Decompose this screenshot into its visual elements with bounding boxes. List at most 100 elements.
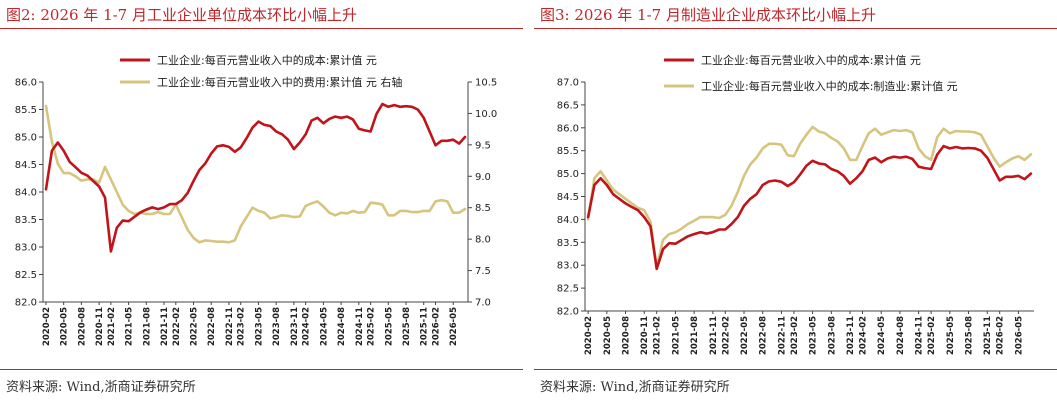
title-divider bbox=[534, 28, 1057, 29]
y-tick-label: 85.5 bbox=[15, 105, 37, 116]
y-tick-label-right: 7.5 bbox=[475, 266, 491, 277]
y-tick-label: 86.0 bbox=[15, 78, 37, 89]
x-tick-label: 2021-11 bbox=[709, 316, 719, 355]
x-tick-label: 2025-08 bbox=[402, 307, 412, 346]
chart-title: 图2: 2026 年 1-7 月工业企业单位成本环比小幅上升 bbox=[6, 6, 358, 24]
source-note: 资料来源: Wind,浙商证券研究所 bbox=[6, 380, 196, 395]
x-tick-label: 2025-11 bbox=[420, 307, 430, 346]
x-tick-label: 2023-02 bbox=[790, 316, 800, 355]
y-tick-label: 83.0 bbox=[15, 243, 37, 254]
x-tick-label: 2022-05 bbox=[740, 316, 750, 355]
legend-label: 工业企业:每百元营业收入中的成本:累计值 元 bbox=[701, 53, 921, 67]
y-tick-label: 82.5 bbox=[15, 270, 37, 281]
x-tick-label: 2020-02 bbox=[584, 316, 594, 355]
x-tick-label: 2026-02 bbox=[432, 307, 442, 346]
x-tick-label: 2025-05 bbox=[384, 307, 394, 346]
y-tick-label: 87.0 bbox=[557, 78, 579, 89]
source-divider bbox=[534, 369, 1057, 370]
x-tick-label: 2020-11 bbox=[640, 316, 650, 355]
x-tick-label: 2023-08 bbox=[272, 307, 282, 346]
title-divider bbox=[0, 28, 523, 29]
x-tick-label: 2021-05 bbox=[671, 316, 681, 355]
x-tick-label: 2022-11 bbox=[777, 316, 787, 355]
y-tick-label-right: 9.5 bbox=[475, 140, 491, 151]
x-tick-label: 2025-11 bbox=[983, 316, 993, 355]
x-tick-label: 2026-02 bbox=[996, 316, 1006, 355]
x-tick-label: 2022-08 bbox=[759, 316, 769, 355]
y-tick-label: 86.0 bbox=[557, 123, 579, 134]
line-chart-svg: 82.0 82.5 83.0 83.5 84.0 84.5 85.0 85.5 86.0 86.5… bbox=[557, 53, 1034, 355]
y-tick-label-right: 9.0 bbox=[475, 172, 491, 183]
y-tick-label-right: 7.0 bbox=[475, 298, 491, 309]
y-tick-label-right: 10.0 bbox=[475, 109, 497, 120]
y-tick-label: 85.0 bbox=[15, 133, 37, 144]
legend-label: 工业企业:每百元营业收入中的费用:累计值 元 右轴 bbox=[157, 75, 402, 89]
x-tick-label: 2020-11 bbox=[95, 307, 105, 346]
legend-label: 工业企业:每百元营业收入中的成本:累计值 元 bbox=[157, 53, 377, 67]
x-tick-label: 2024-05 bbox=[319, 307, 329, 346]
x-tick-label: 2024-02 bbox=[302, 307, 312, 346]
x-tick-label: 2023-05 bbox=[254, 307, 264, 346]
y-tick-label: 84.0 bbox=[557, 215, 579, 226]
x-tick-label: 2020-08 bbox=[622, 316, 632, 355]
x-tick-label: 2021-02 bbox=[107, 307, 117, 346]
y-tick-label: 86.5 bbox=[557, 100, 579, 111]
x-tick-label: 2021-08 bbox=[142, 307, 152, 346]
x-tick-label: 2021-02 bbox=[653, 316, 663, 355]
y-tick-label: 85.5 bbox=[557, 146, 579, 157]
y-tick-label: 82.0 bbox=[557, 307, 579, 318]
x-tick-label: 2021-11 bbox=[160, 307, 170, 346]
x-tick-label: 2023-05 bbox=[809, 316, 819, 355]
source-divider bbox=[0, 369, 523, 370]
y-tick-label-right: 10.5 bbox=[475, 78, 497, 89]
y-tick-label: 83.5 bbox=[15, 215, 37, 226]
series-line-1 bbox=[586, 144, 1033, 271]
y-tick-label: 84.0 bbox=[15, 188, 37, 199]
x-tick-label: 2023-11 bbox=[290, 307, 300, 346]
x-tick-label: 2022-02 bbox=[721, 316, 731, 355]
x-tick-label: 2026-05 bbox=[449, 307, 459, 346]
y-tick-label: 83.5 bbox=[557, 238, 579, 249]
x-tick-label: 2025-02 bbox=[367, 307, 377, 346]
x-tick-label: 2025-02 bbox=[927, 316, 937, 355]
series-line-2 bbox=[586, 125, 1033, 269]
y-tick-label: 82.0 bbox=[15, 298, 37, 309]
x-tick-label: 2024-08 bbox=[896, 316, 906, 355]
source-note: 资料来源: Wind,浙商证券研究所 bbox=[540, 380, 730, 395]
x-tick-label: 2023-08 bbox=[827, 316, 837, 355]
x-tick-label: 2024-02 bbox=[859, 316, 869, 355]
series-line-2 bbox=[44, 104, 467, 244]
x-tick-label: 2023-11 bbox=[846, 316, 856, 355]
series-line-1 bbox=[44, 102, 467, 253]
x-tick-label: 2024-11 bbox=[355, 307, 365, 346]
x-tick-label: 2021-05 bbox=[125, 307, 135, 346]
x-tick-label: 2025-08 bbox=[965, 316, 975, 355]
x-tick-label: 2020-05 bbox=[603, 316, 613, 355]
x-tick-label: 2020-05 bbox=[60, 307, 70, 346]
x-tick-label: 2020-08 bbox=[77, 307, 87, 346]
x-tick-label: 2024-11 bbox=[915, 316, 925, 355]
x-tick-label: 2021-08 bbox=[690, 316, 700, 355]
y-tick-label: 85.0 bbox=[557, 169, 579, 180]
x-tick-label: 2026-05 bbox=[1014, 316, 1024, 355]
x-tick-label: 2022-11 bbox=[225, 307, 235, 346]
y-tick-label: 82.5 bbox=[557, 284, 579, 295]
x-tick-label: 2024-05 bbox=[877, 316, 887, 355]
legend-label: 工业企业:每百元营业收入中的成本:制造业:累计值 元 bbox=[701, 79, 958, 93]
x-tick-label: 2025-05 bbox=[946, 316, 956, 355]
y-tick-label: 84.5 bbox=[15, 160, 37, 171]
x-tick-label: 2022-08 bbox=[207, 307, 217, 346]
y-tick-label: 83.0 bbox=[557, 261, 579, 272]
y-tick-label-right: 8.0 bbox=[475, 235, 491, 246]
y-tick-label: 84.5 bbox=[557, 192, 579, 203]
x-tick-label: 2023-02 bbox=[237, 307, 247, 346]
x-tick-label: 2022-02 bbox=[172, 307, 182, 346]
chart-title: 图3: 2026 年 1-7 月制造业企业成本环比小幅上升 bbox=[540, 6, 877, 24]
x-tick-label: 2020-02 bbox=[42, 307, 52, 346]
y-tick-label-right: 8.5 bbox=[475, 203, 491, 214]
chart-panel-right: 图3: 2026 年 1-7 月制造业企业成本环比小幅上升 82.0 82.5 83… bbox=[534, 0, 1057, 403]
chart-panel-left: 图2: 2026 年 1-7 月工业企业单位成本环比小幅上升 82.0 82.5 8… bbox=[0, 0, 523, 403]
x-tick-label: 2024-08 bbox=[337, 307, 347, 346]
x-tick-label: 2022-05 bbox=[190, 307, 200, 346]
line-chart-svg: 82.0 82.5 83.0 83.5 84.0 84.5 85.0 85.5 86.0 7.0 7… bbox=[15, 53, 498, 346]
